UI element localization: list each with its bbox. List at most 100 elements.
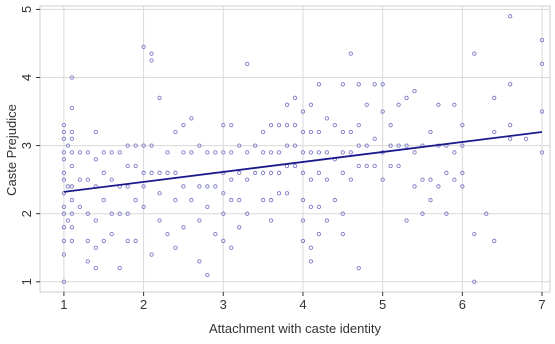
scatter-point: [452, 177, 457, 182]
scatter-point: [356, 266, 361, 271]
scatter-point: [93, 218, 98, 223]
scatter-point: [292, 95, 298, 101]
scatter-point: [149, 51, 154, 56]
scatter-point: [492, 95, 497, 101]
scatter-point: [508, 123, 513, 128]
scatter-point: [61, 252, 67, 257]
scatter-point: [149, 143, 154, 148]
scatter-point: [308, 150, 314, 155]
scatter-point: [101, 238, 106, 244]
scatter-point: [245, 177, 250, 182]
scatter-point: [260, 129, 266, 135]
scatter-point: [133, 197, 138, 203]
scatter-point: [348, 129, 353, 135]
scatter-point: [237, 170, 242, 175]
scatter-point: [149, 170, 154, 175]
scatter-point: [69, 75, 75, 80]
scatter-point: [284, 143, 290, 148]
scatter-point: [300, 129, 306, 135]
scatter-point: [300, 197, 306, 203]
scatter-point: [316, 170, 322, 175]
scatter-point: [308, 177, 314, 182]
scatter-point: [340, 211, 345, 216]
scatter-point: [245, 61, 250, 67]
scatter-point: [523, 136, 529, 141]
scatter-point: [472, 231, 477, 237]
scatter-point: [181, 184, 186, 189]
scatter-point: [356, 123, 361, 128]
scatter-point: [101, 170, 106, 175]
scatter-point: [428, 177, 433, 182]
scatter-point: [133, 143, 138, 148]
x-tick-label: 6: [459, 297, 466, 312]
scatter-point: [348, 150, 353, 155]
scatter-point: [125, 143, 130, 148]
scatter-point: [205, 204, 210, 210]
scatter-point: [229, 197, 234, 203]
scatter-point: [444, 170, 449, 175]
y-tick-label: 4: [19, 74, 34, 81]
x-tick-label: 2: [140, 297, 147, 312]
scatter-point: [452, 102, 457, 107]
scatter-point: [380, 82, 385, 87]
scatter-point: [93, 266, 98, 271]
scatter-point: [268, 123, 274, 128]
scatter-point: [268, 170, 274, 175]
scatter-point: [221, 211, 226, 216]
scatter-point: [61, 129, 67, 135]
scatter-point: [372, 82, 377, 87]
y-tick-label: 2: [19, 210, 34, 217]
scatter-point: [356, 163, 361, 169]
scatter-point: [396, 102, 401, 107]
scatter-point: [420, 177, 425, 182]
scatter-point: [109, 231, 114, 237]
scatter-point: [444, 211, 449, 216]
scatter-point: [229, 177, 234, 182]
scatter-point: [380, 177, 385, 182]
scatter-point: [300, 170, 306, 175]
scatter-point: [65, 184, 71, 189]
scatter-point: [324, 116, 330, 121]
scatter-point: [117, 150, 122, 155]
scatter-point: [292, 163, 298, 169]
y-tick-label: 5: [19, 6, 34, 13]
scatter-point: [69, 105, 75, 111]
scatter-point: [221, 191, 226, 196]
scatter-point: [61, 123, 67, 128]
scatter-point: [460, 184, 465, 189]
scatter-point: [460, 123, 465, 128]
scatter-point: [61, 225, 67, 230]
scatter-point: [189, 150, 194, 155]
scatter-point: [364, 143, 369, 148]
scatter-point: [340, 170, 345, 175]
scatter-point: [388, 123, 393, 128]
scatter-point: [149, 252, 154, 257]
scatter-point: [221, 150, 226, 155]
scatter-point: [85, 211, 90, 216]
scatter-point: [213, 150, 218, 155]
scatter-point: [85, 238, 90, 244]
scatter-point: [237, 143, 242, 148]
scatter-point: [539, 37, 545, 43]
scatter-point: [340, 231, 345, 237]
scatter-point: [141, 44, 146, 50]
scatter-point: [117, 266, 122, 271]
scatter-point: [412, 184, 417, 189]
scatter-point: [245, 150, 250, 155]
scatter-point: [85, 150, 90, 155]
scatter-point: [404, 218, 409, 223]
scatter-point: [300, 150, 306, 155]
scatter-point: [316, 204, 322, 210]
scatter-point: [308, 245, 314, 250]
scatter-point: [205, 184, 210, 189]
scatter-point: [276, 170, 282, 175]
scatter-point: [141, 204, 146, 210]
scatter-point: [332, 197, 337, 203]
scatter-point: [221, 123, 226, 128]
scatter-point: [412, 150, 417, 155]
scatter-point: [348, 51, 353, 56]
scatter-point: [539, 150, 545, 155]
scatter-point: [348, 177, 353, 182]
x-tick-label: 5: [379, 297, 386, 312]
